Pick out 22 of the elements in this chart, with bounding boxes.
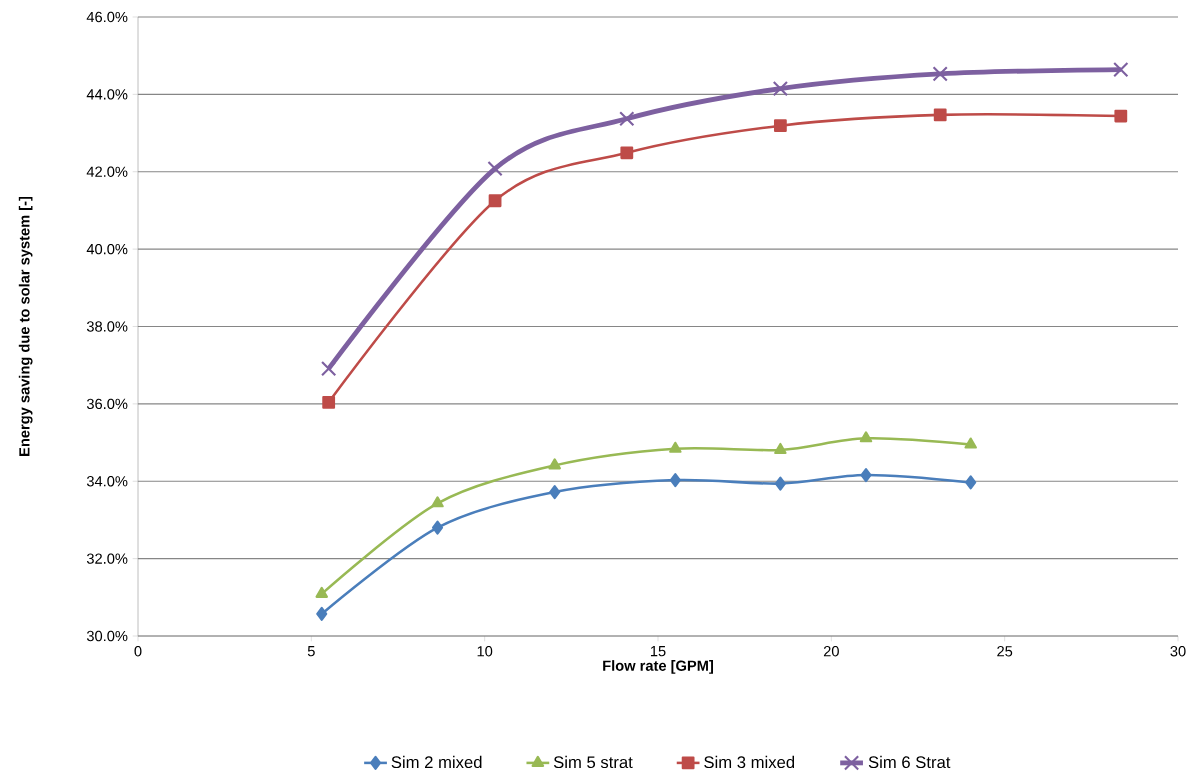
legend-label: Sim 2 mixed	[391, 755, 482, 769]
y-tick-label: 40.0%	[86, 243, 128, 255]
x-tick-label: 20	[823, 646, 839, 657]
y-tick-label: 36.0%	[86, 398, 128, 410]
x-tick-label: 25	[997, 646, 1013, 657]
x-tick-label: 5	[307, 646, 315, 657]
x-tick-label: 15	[650, 646, 666, 657]
legend-label: Sim 5 strat	[553, 755, 633, 769]
y-tick-label: 46.0%	[86, 11, 128, 23]
x-tick-label: 10	[477, 646, 493, 657]
y-tick-label: 32.0%	[86, 553, 128, 564]
x-axis-title: Flow rate [GPM]	[603, 660, 713, 674]
y-tick-label: 34.0%	[86, 476, 128, 487]
x-tick-label: 0	[134, 646, 142, 657]
y-axis-title: Energy saving due to solar system [-]	[18, 196, 33, 456]
y-tick-label: 42.0%	[86, 166, 128, 177]
legend-label: Sim 3 mixed	[704, 755, 795, 769]
y-tick-label: 30.0%	[86, 630, 128, 642]
x-tick-label: 30	[1170, 646, 1186, 657]
y-tick-label: 38.0%	[86, 321, 128, 332]
y-tick-label: 44.0%	[86, 89, 128, 100]
legend-label: Sim 6 Strat	[868, 755, 951, 769]
